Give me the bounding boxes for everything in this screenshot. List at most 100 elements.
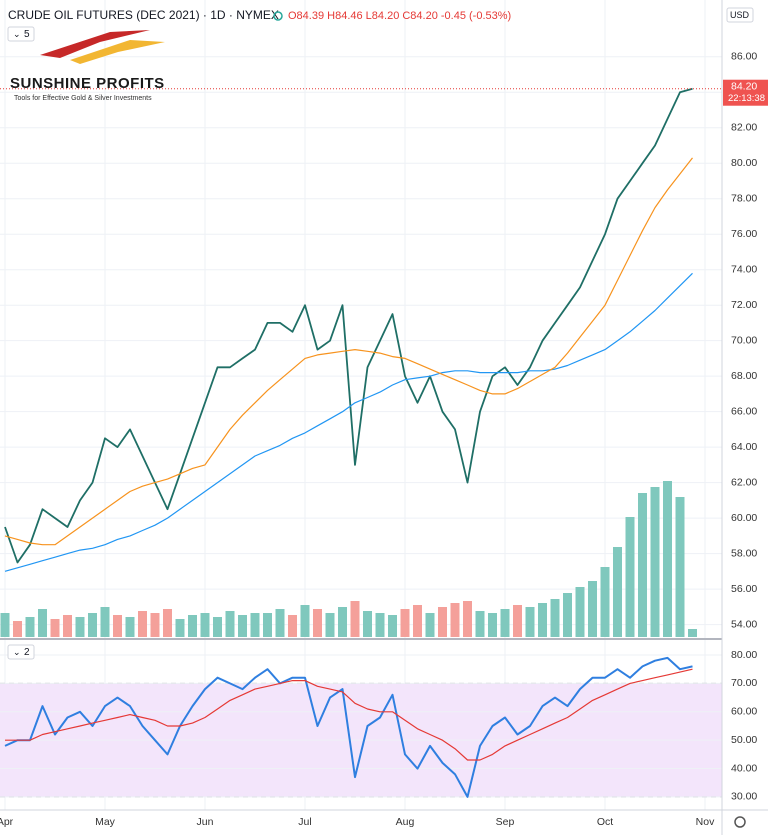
volume-bar xyxy=(225,611,235,637)
volume-bar xyxy=(363,611,372,637)
volume-bar xyxy=(300,605,310,637)
volume-bar xyxy=(500,609,510,637)
x-tick-label: Aug xyxy=(396,816,415,828)
series-line xyxy=(4,272,693,572)
y-tick-label: 60.00 xyxy=(731,706,757,718)
volume-bar xyxy=(588,581,597,637)
ohlc-values: O84.39 H84.46 L84.20 C84.20 -0.45 (-0.53… xyxy=(288,10,511,22)
volume-bar xyxy=(513,605,522,637)
logo-swoosh xyxy=(70,40,165,64)
y-tick-label: 80.00 xyxy=(731,649,757,661)
volume-bar xyxy=(613,547,622,637)
volume-bar xyxy=(138,611,147,637)
volume-bar xyxy=(413,605,422,637)
volume-bar xyxy=(0,613,10,637)
y-tick-label: 78.00 xyxy=(731,193,757,205)
volume-bar xyxy=(63,615,72,637)
volume-bar xyxy=(650,487,660,637)
volume-bar xyxy=(663,481,672,637)
y-tick-label: 62.00 xyxy=(731,476,757,488)
series-line xyxy=(4,157,693,546)
currency-select[interactable] xyxy=(726,7,754,23)
volume-bar xyxy=(13,621,22,637)
volume-bar xyxy=(250,613,260,637)
volume-bar xyxy=(400,609,410,637)
volume-bar xyxy=(538,603,547,637)
volume-bar xyxy=(125,617,135,637)
y-tick-label: 30.00 xyxy=(731,791,757,803)
volume-bar xyxy=(313,609,322,637)
y-tick-label: 50.00 xyxy=(731,734,757,746)
y-tick-label: 66.00 xyxy=(731,405,757,417)
volume-bar xyxy=(388,615,397,637)
series-line xyxy=(4,87,693,564)
y-tick-label: 86.00 xyxy=(731,51,757,63)
volume-bar xyxy=(638,493,647,637)
y-tick-label: 72.00 xyxy=(731,299,757,311)
volume-bar xyxy=(688,629,697,637)
volume-bar xyxy=(375,613,385,637)
settings-button[interactable] xyxy=(734,816,746,828)
symbol-title: CRUDE OIL FUTURES (DEC 2021) · 1D · NYME… xyxy=(8,8,279,22)
logo-title: SUNSHINE PROFITS xyxy=(10,75,165,92)
volume-bar xyxy=(175,619,185,637)
volume-bar xyxy=(288,615,297,637)
volume-bar xyxy=(525,607,535,637)
y-tick-label: 74.00 xyxy=(731,263,757,275)
y-tick-label: 70.00 xyxy=(731,334,757,346)
status-dot xyxy=(273,11,283,21)
volume-bar xyxy=(438,607,447,637)
volume-bar xyxy=(350,601,360,637)
y-tick-label: 56.00 xyxy=(731,583,757,595)
volume-bar xyxy=(238,615,247,637)
y-tick-label: 76.00 xyxy=(731,228,757,240)
volume-bar xyxy=(200,613,210,637)
y-tick-label: 80.00 xyxy=(731,157,757,169)
series-line xyxy=(4,656,693,798)
last-price-label: 84.20 xyxy=(731,80,757,92)
y-tick-label: 54.00 xyxy=(731,618,757,630)
volume-bar xyxy=(625,517,635,637)
y-tick-label: 70.00 xyxy=(731,677,757,689)
main-pane xyxy=(0,0,722,810)
volume-bar xyxy=(188,615,197,637)
logo-tagline: Tools for Effective Gold & Silver Invest… xyxy=(14,95,152,102)
volume-bar xyxy=(675,497,685,637)
volume-bar xyxy=(50,619,60,637)
chevron: ⌄ xyxy=(13,647,21,657)
volume-bar xyxy=(100,607,110,637)
pane-count: 5 xyxy=(24,29,30,40)
y-tick-label: 82.00 xyxy=(731,122,757,134)
volume-bar xyxy=(38,609,47,637)
volume-bar xyxy=(463,601,472,637)
volume-bar xyxy=(150,613,160,637)
currency: USD xyxy=(730,10,750,20)
pane-count: 2 xyxy=(24,647,30,658)
x-tick-label: Jul xyxy=(298,816,311,828)
series-line xyxy=(5,668,693,761)
volume-bar xyxy=(550,599,560,637)
volume-bar xyxy=(163,609,172,637)
volume-bar xyxy=(475,611,485,637)
volume-bar xyxy=(338,607,347,637)
volume-bar xyxy=(75,617,85,637)
volume-bar xyxy=(488,613,497,637)
volume-bar xyxy=(600,567,610,637)
volume-bar xyxy=(563,593,572,637)
x-tick-label: Oct xyxy=(597,816,613,828)
y-tick-label: 40.00 xyxy=(731,762,757,774)
pane-badge[interactable] xyxy=(7,26,35,42)
volume-bar xyxy=(575,587,585,637)
volume-bar xyxy=(25,617,35,637)
pane-badge[interactable] xyxy=(7,644,35,660)
logo-swoosh xyxy=(40,30,150,58)
x-tick-label: Apr xyxy=(0,816,14,828)
volume-bar xyxy=(263,613,272,637)
volume-bar xyxy=(213,617,222,637)
x-tick-label: Nov xyxy=(696,816,715,828)
y-tick-label: 64.00 xyxy=(731,441,757,453)
rsi-pane xyxy=(0,654,722,798)
x-tick-label: May xyxy=(95,816,116,828)
